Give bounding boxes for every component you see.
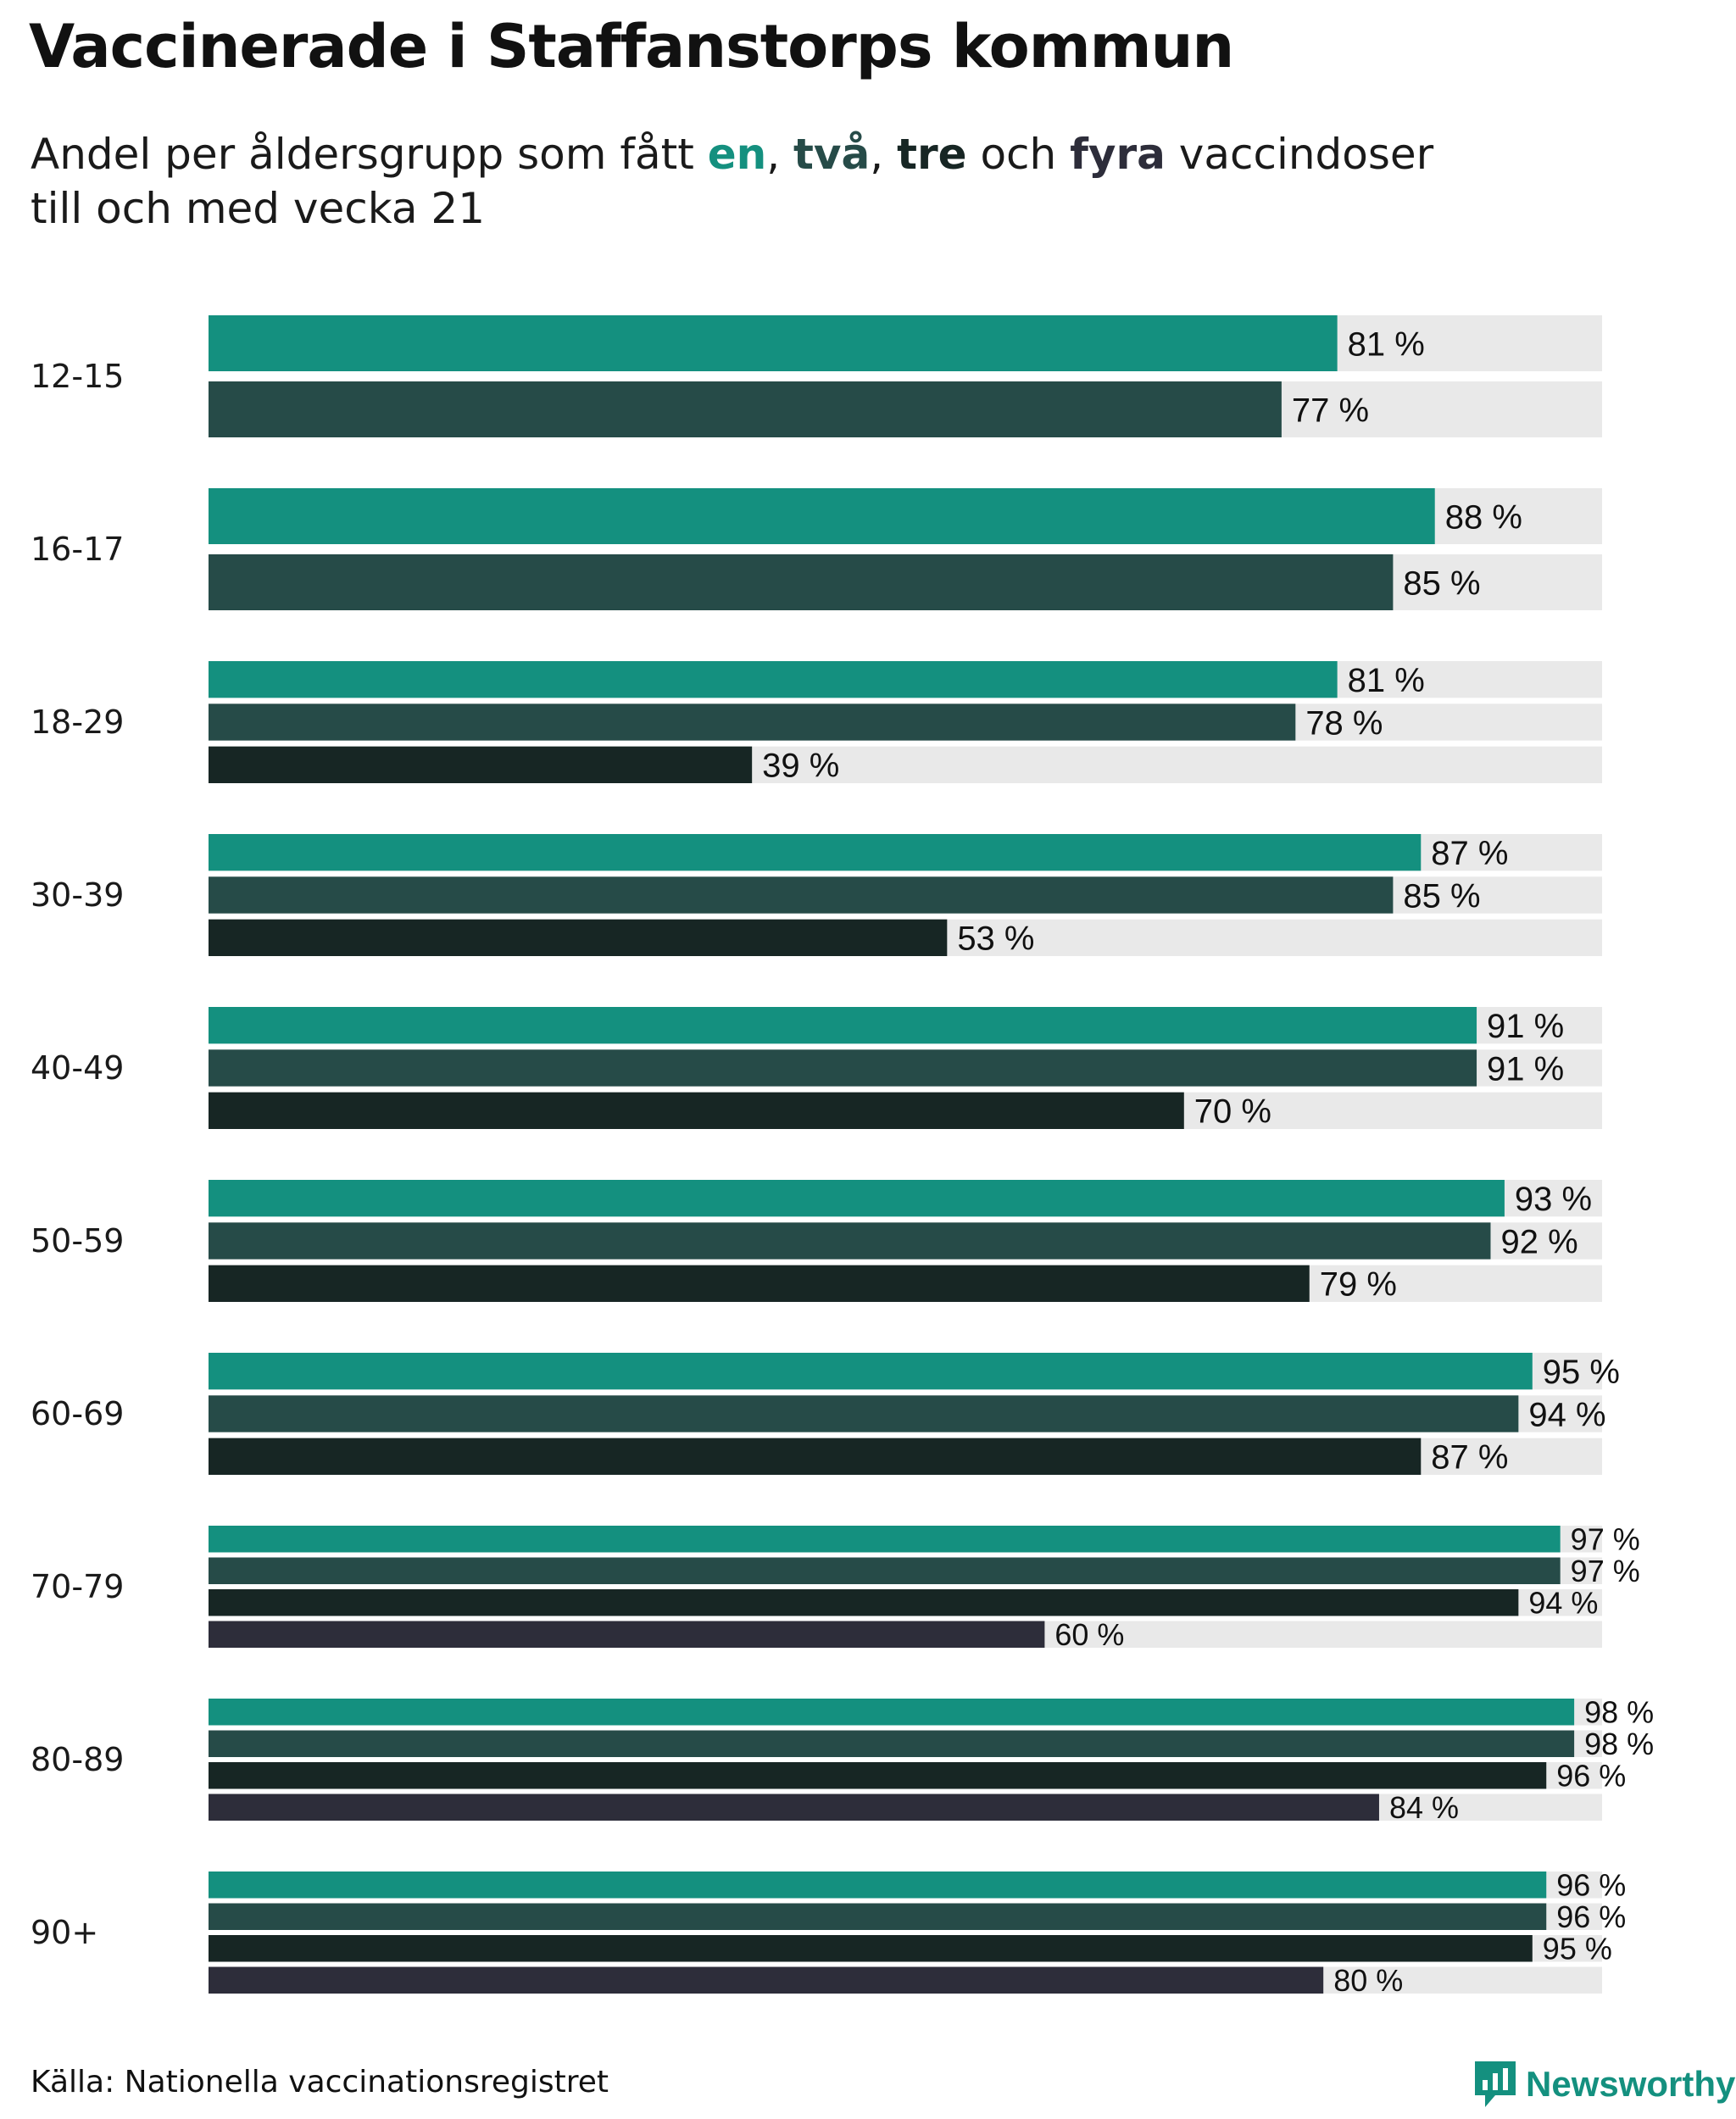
data-label: 91 % bbox=[1487, 1008, 1564, 1045]
data-label: 95 % bbox=[1543, 1932, 1612, 1966]
data-label: 81 % bbox=[1348, 662, 1425, 699]
category-label: 40-49 bbox=[31, 1049, 124, 1087]
bar-tre bbox=[209, 1589, 1519, 1616]
bar-en bbox=[209, 1872, 1547, 1899]
data-label: 79 % bbox=[1320, 1266, 1397, 1304]
data-label: 85 % bbox=[1403, 877, 1480, 915]
category-label: 60-69 bbox=[31, 1395, 124, 1432]
category-label: 50-59 bbox=[31, 1222, 124, 1260]
data-label: 39 % bbox=[762, 748, 839, 785]
bar-två bbox=[209, 554, 1394, 610]
bar-group-18-29: 18-29 81 % 78 % 39 % bbox=[31, 661, 1602, 785]
data-label: 98 % bbox=[1584, 1727, 1654, 1761]
bar-tre bbox=[209, 746, 753, 783]
data-label: 97 % bbox=[1571, 1554, 1640, 1588]
bar-en bbox=[209, 315, 1338, 371]
logo-wordmark: Newsworthy bbox=[1526, 2064, 1736, 2104]
data-label: 88 % bbox=[1445, 498, 1522, 536]
bar-två bbox=[209, 1557, 1561, 1584]
chart-title: Vaccinerade i Staffanstorps kommun bbox=[29, 12, 1234, 81]
data-label: 70 % bbox=[1194, 1093, 1271, 1131]
bar-group-50-59: 50-59 93 % 92 % 79 % bbox=[31, 1180, 1602, 1304]
bar-fyra bbox=[209, 1621, 1045, 1648]
bar-tre bbox=[209, 1438, 1422, 1475]
category-label: 16-17 bbox=[31, 531, 124, 568]
subtitle-keyword-fyra: fyra bbox=[1070, 130, 1166, 179]
subtitle-separator: och bbox=[966, 130, 1071, 179]
bar-group-40-49: 40-49 91 % 91 % 70 % bbox=[31, 1007, 1602, 1131]
chart-subtitle: Andel per åldersgrupp som fått en, två, … bbox=[31, 127, 1433, 236]
bar-chart: 12-15 81 % 77 % 16-17 88 % 85 % 18-29 81 % 78 % 3… bbox=[31, 315, 1654, 1999]
data-label: 95 % bbox=[1543, 1354, 1620, 1391]
subtitle-text: vaccindoser bbox=[1165, 130, 1434, 179]
subtitle-keyword-tva: två bbox=[793, 130, 871, 179]
data-label: 92 % bbox=[1500, 1223, 1577, 1260]
newsworthy-logo: Newsworthy bbox=[1475, 2061, 1735, 2107]
data-label: 84 % bbox=[1389, 1790, 1459, 1825]
category-label: 18-29 bbox=[31, 704, 124, 741]
data-label: 80 % bbox=[1333, 1963, 1403, 1998]
bar-tre bbox=[209, 1265, 1310, 1302]
bar-två bbox=[209, 1049, 1477, 1087]
category-label: 80-89 bbox=[31, 1741, 124, 1778]
bar-en bbox=[209, 834, 1422, 871]
subtitle-keyword-en: en bbox=[707, 130, 767, 179]
bar-två bbox=[209, 876, 1394, 914]
data-label: 98 % bbox=[1584, 1695, 1654, 1730]
subtitle-separator: , bbox=[766, 130, 794, 179]
subtitle-line-2: till och med vecka 21 bbox=[31, 184, 486, 233]
bar-group-60-69: 60-69 95 % 94 % 87 % bbox=[31, 1353, 1620, 1477]
bar-en bbox=[209, 1353, 1533, 1390]
data-label: 78 % bbox=[1305, 704, 1383, 742]
bar-tre bbox=[209, 1935, 1533, 1962]
bar-tre bbox=[209, 919, 948, 956]
bar-två bbox=[209, 1395, 1519, 1432]
bar-en bbox=[209, 1007, 1477, 1044]
data-label: 77 % bbox=[1292, 392, 1369, 429]
source-note: Källa: Nationella vaccinationsregistret bbox=[31, 2065, 609, 2100]
bar-en bbox=[209, 661, 1338, 698]
subtitle-keyword-tre: tre bbox=[897, 130, 967, 179]
data-label: 94 % bbox=[1528, 1586, 1598, 1621]
data-label: 93 % bbox=[1515, 1181, 1592, 1218]
newsworthy-logo-icon bbox=[1475, 2061, 1516, 2107]
subtitle-text: Andel per åldersgrupp som fått bbox=[31, 130, 708, 179]
data-label: 85 % bbox=[1403, 565, 1480, 602]
bar-fyra bbox=[209, 1794, 1379, 1821]
bar-två bbox=[209, 381, 1282, 437]
bar-en bbox=[209, 488, 1435, 544]
data-label: 60 % bbox=[1054, 1617, 1124, 1652]
category-label: 90+ bbox=[31, 1914, 98, 1951]
data-label: 94 % bbox=[1528, 1396, 1605, 1433]
bar-tre bbox=[209, 1762, 1547, 1789]
bar-två bbox=[209, 1730, 1575, 1757]
bar-en bbox=[209, 1180, 1505, 1217]
category-label: 70-79 bbox=[31, 1568, 124, 1605]
data-label: 87 % bbox=[1431, 835, 1508, 872]
bar-group-90+: 90+96 %96 %95 %80 % bbox=[31, 1868, 1626, 1999]
bar-group-16-17: 16-17 88 % 85 % bbox=[31, 488, 1602, 610]
bar-en bbox=[209, 1699, 1575, 1726]
category-label: 30-39 bbox=[31, 876, 124, 914]
data-label: 96 % bbox=[1556, 1759, 1626, 1794]
data-label: 91 % bbox=[1487, 1050, 1564, 1087]
bar-två bbox=[209, 704, 1296, 741]
bar-group-12-15: 12-15 81 % 77 % bbox=[31, 315, 1602, 437]
data-label: 96 % bbox=[1556, 1899, 1626, 1934]
data-label: 81 % bbox=[1348, 325, 1425, 363]
subtitle-separator: , bbox=[870, 130, 898, 179]
category-label: 12-15 bbox=[31, 358, 124, 395]
bar-två bbox=[209, 1903, 1547, 1930]
data-label: 87 % bbox=[1431, 1439, 1508, 1477]
bar-tre bbox=[209, 1092, 1184, 1129]
data-label: 53 % bbox=[957, 920, 1034, 958]
bar-två bbox=[209, 1222, 1491, 1260]
data-label: 97 % bbox=[1571, 1522, 1640, 1557]
bar-group-30-39: 30-39 87 % 85 % 53 % bbox=[31, 834, 1602, 958]
bar-fyra bbox=[209, 1966, 1324, 1994]
bar-en bbox=[209, 1526, 1561, 1553]
data-label: 96 % bbox=[1556, 1868, 1626, 1903]
